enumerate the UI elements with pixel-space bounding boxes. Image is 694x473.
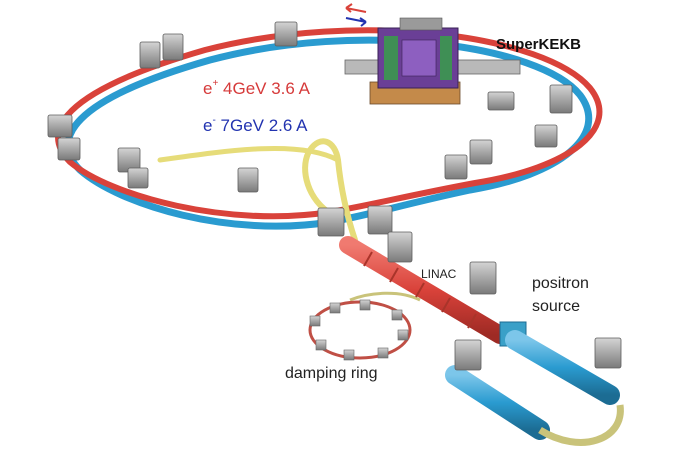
electron-beam-spec: 7GeV 2.6 A — [215, 116, 308, 135]
magnet-frame — [139, 41, 161, 69]
electron-direction-arrow — [345, 17, 367, 27]
damping-ring-magnet — [315, 339, 327, 351]
linac-segment — [467, 313, 477, 329]
magnet-frame — [274, 21, 298, 47]
magnet-frame — [487, 91, 515, 111]
magnet-frame — [387, 231, 413, 263]
magnet-frame — [57, 137, 81, 161]
magnet-frame — [317, 207, 345, 237]
magnet-frame — [469, 139, 493, 165]
magnet-frame — [162, 33, 184, 61]
positron-beam-label: e+ 4GeV 3.6 A — [203, 78, 310, 98]
injection-line — [302, 138, 358, 243]
magnet-frame — [237, 167, 259, 193]
linac-segment — [441, 297, 451, 313]
positron-symbol: e — [203, 79, 213, 98]
linac-segment — [363, 251, 373, 267]
magnet-frame — [534, 124, 558, 148]
damping-ring-magnet — [377, 347, 389, 359]
damping-ring-magnet — [359, 299, 371, 311]
positron-direction-arrow — [345, 3, 367, 13]
magnet-frame — [549, 84, 573, 114]
detector-panel — [440, 36, 452, 80]
electron-symbol: e — [203, 116, 213, 135]
electron-charge: - — [212, 115, 216, 127]
linac-segment — [389, 267, 399, 283]
damping-ring-magnet — [343, 349, 355, 361]
double-arrow-icon — [345, 3, 367, 27]
positron-beam-spec: 4GeV 3.6 A — [218, 79, 310, 98]
magnet-frames — [47, 21, 573, 237]
linac-label: LINAC — [421, 267, 457, 281]
linac-segment — [415, 282, 425, 298]
magnet-frame — [367, 205, 393, 235]
electron-beam-label: e- 7GeV 2.6 A — [203, 115, 308, 135]
damping-ring-magnet — [309, 315, 321, 327]
damping-ring-line — [349, 291, 421, 302]
linac — [339, 236, 509, 344]
detector-core — [401, 39, 437, 77]
positron-source-label-line1: positron — [532, 275, 589, 292]
transport-lines — [157, 138, 421, 302]
positron-linac-lower — [445, 365, 550, 440]
detector — [344, 17, 521, 105]
magnet-frame — [469, 261, 497, 295]
linac-tube — [339, 236, 509, 344]
damping-ring-magnet — [391, 309, 403, 321]
magnet-frame — [444, 154, 468, 180]
magnet-frame — [127, 167, 149, 189]
positron-source — [387, 231, 624, 446]
positron-source-label: positron source — [532, 272, 612, 318]
positron-source-label-line2: source — [532, 298, 581, 315]
damping-ring-magnet — [329, 302, 341, 314]
transport-line-west — [157, 145, 341, 163]
positron-return-line — [538, 404, 624, 446]
magnet-frame — [594, 337, 622, 369]
detector-panel — [384, 36, 398, 80]
damping-ring-label: damping ring — [285, 365, 378, 382]
magnet-frame — [47, 114, 73, 138]
magnet-frame — [454, 339, 482, 371]
positron-linac-upper — [505, 330, 620, 405]
diagram-title: SuperKEKB — [496, 36, 582, 53]
damping-ring-magnet — [397, 329, 409, 341]
linac-segments — [363, 251, 477, 329]
damping-ring — [308, 299, 412, 361]
positron-charge: + — [212, 78, 219, 90]
detector-top — [399, 17, 443, 31]
